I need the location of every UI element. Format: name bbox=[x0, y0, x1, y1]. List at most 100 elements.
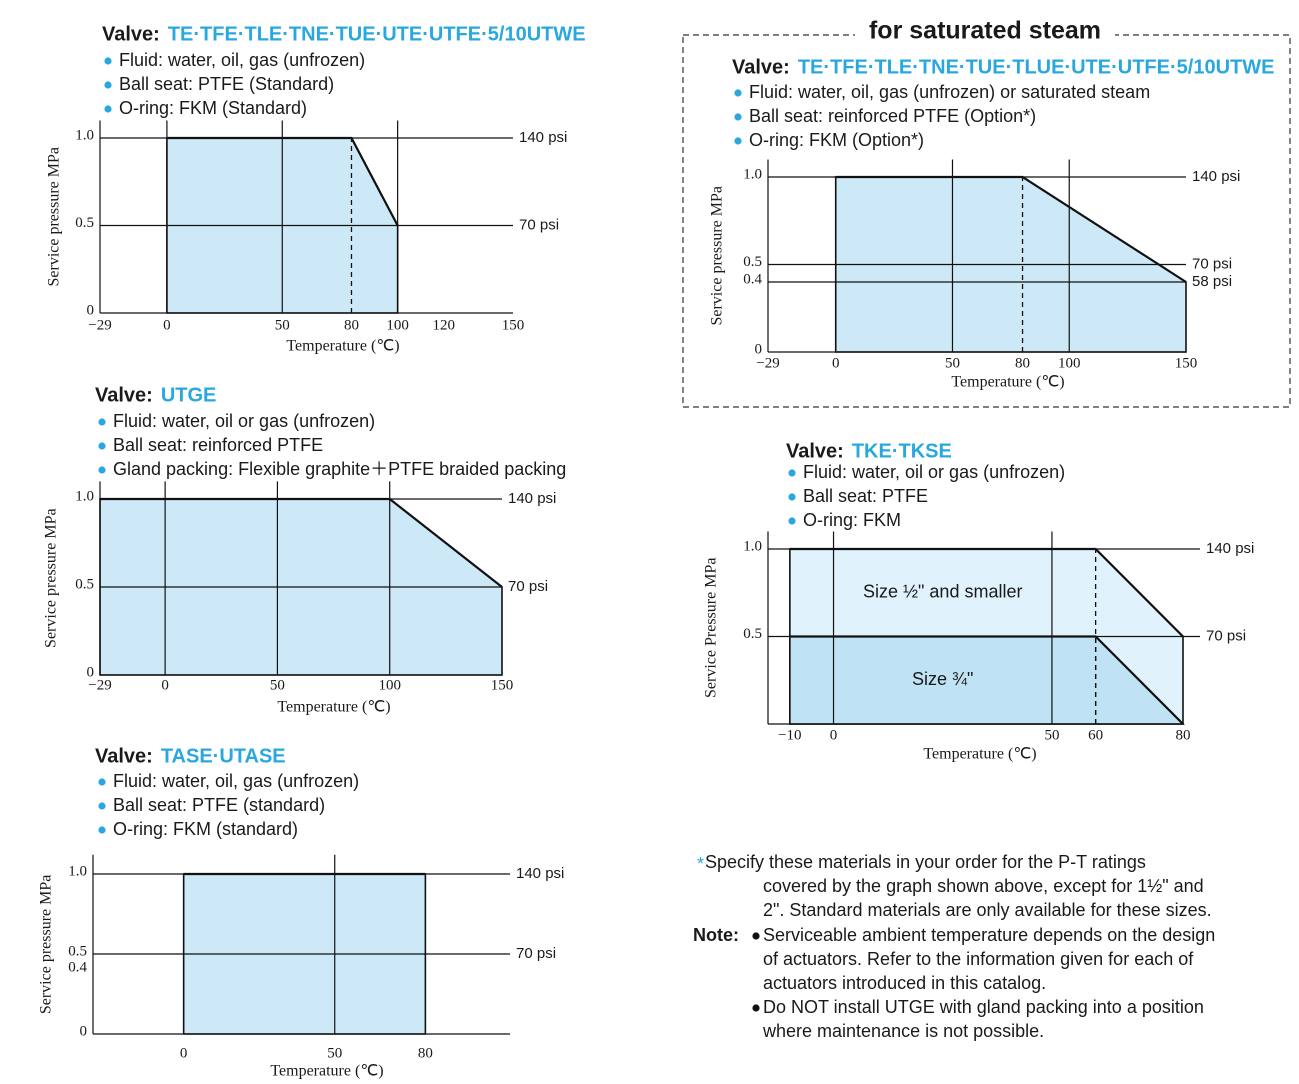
bullet-text: Fluid: water, oil or gas (unfrozen) bbox=[113, 411, 375, 431]
bullet-dot bbox=[788, 493, 796, 501]
series-label: Size ¾" bbox=[912, 669, 973, 689]
y-axis-label: Service pressure MPa bbox=[709, 186, 726, 326]
y-tick-label: 1.0 bbox=[68, 863, 87, 879]
valve-name: UTGE bbox=[161, 384, 217, 406]
x-tick-label: 50 bbox=[270, 677, 285, 693]
valve-label: Valve: bbox=[732, 56, 790, 78]
footnote-line: covered by the graph shown above, except… bbox=[763, 876, 1204, 896]
note-label: Note: bbox=[693, 925, 739, 945]
y-tick-label: 0.5 bbox=[743, 626, 762, 642]
note-line: actuators introduced in this catalog. bbox=[763, 973, 1046, 993]
bullet-text: Fluid: water, oil or gas (unfrozen) bbox=[803, 462, 1065, 482]
note-line: where maintenance is not possible. bbox=[762, 1021, 1044, 1041]
bullet-text: O-ring: FKM (Option*) bbox=[749, 130, 924, 150]
x-tick-label: 80 bbox=[418, 1045, 433, 1061]
bullet-text: Gland packing: Flexible graphite＋PTFE br… bbox=[113, 459, 566, 479]
valve-name: TE·TFE·TLE·TNE·TUE·TLUE·UTE·UTFE·5/10UTW… bbox=[798, 56, 1275, 78]
y-tick-label: 0.5 bbox=[743, 254, 762, 270]
x-tick-label: −10 bbox=[778, 727, 801, 743]
psi-label: 70 psi bbox=[1206, 627, 1246, 644]
x-tick-label: 150 bbox=[491, 677, 514, 693]
bullet-dot bbox=[98, 826, 106, 834]
psi-label: 140 psi bbox=[519, 129, 567, 146]
y-axis-label: Service pressure MPa bbox=[43, 508, 60, 648]
y-tick-label: 0.4 bbox=[68, 959, 87, 975]
psi-label: 140 psi bbox=[516, 865, 564, 882]
psi-label: 70 psi bbox=[508, 578, 548, 595]
series-label: Size ½" and smaller bbox=[863, 582, 1022, 602]
bullet-dot bbox=[734, 89, 742, 97]
bullet-text: Ball seat: PTFE bbox=[803, 486, 928, 506]
x-tick-label: 80 bbox=[344, 317, 359, 333]
x-tick-label: 0 bbox=[163, 317, 171, 333]
x-tick-label: −29 bbox=[756, 355, 779, 371]
bullet-dot bbox=[98, 778, 106, 786]
note-dot bbox=[752, 932, 760, 940]
y-tick-label: 0.5 bbox=[68, 943, 87, 959]
x-tick-label: 120 bbox=[433, 317, 456, 333]
footnote-line: Specify these materials in your order fo… bbox=[705, 852, 1146, 872]
bullet-dot bbox=[734, 113, 742, 121]
x-axis-label: Temperature (℃) bbox=[923, 746, 1036, 763]
x-tick-label: 80 bbox=[1176, 727, 1191, 743]
x-tick-label: 150 bbox=[1175, 355, 1198, 371]
x-tick-label: 100 bbox=[1058, 355, 1081, 371]
footnote-line: 2". Standard materials are only availabl… bbox=[763, 900, 1212, 920]
x-tick-label: −29 bbox=[88, 677, 111, 693]
bullet-dot bbox=[98, 466, 106, 474]
x-tick-label: 60 bbox=[1088, 727, 1103, 743]
bullet-dot bbox=[734, 137, 742, 145]
series-line bbox=[100, 497, 503, 588]
bullet-text: Ball seat: PTFE (Standard) bbox=[119, 74, 334, 94]
note-line: Do NOT install UTGE with gland packing i… bbox=[763, 997, 1204, 1017]
x-tick-label: 50 bbox=[275, 317, 290, 333]
valve-label: Valve: bbox=[786, 440, 844, 462]
valve-name: TKE·TKSE bbox=[852, 440, 952, 462]
valve-name: TASE·UTASE bbox=[161, 745, 286, 767]
x-axis-label: Temperature (℃) bbox=[277, 699, 390, 716]
psi-label: 140 psi bbox=[508, 490, 556, 507]
x-axis-label: Temperature (℃) bbox=[270, 1063, 383, 1080]
y-tick-label: 1.0 bbox=[743, 166, 762, 182]
note-dot bbox=[752, 1004, 760, 1012]
psi-label: 70 psi bbox=[1192, 255, 1232, 272]
y-tick-label: 1.0 bbox=[743, 538, 762, 554]
valve-label: Valve: bbox=[95, 745, 153, 767]
x-tick-label: 50 bbox=[327, 1045, 342, 1061]
x-tick-label: 80 bbox=[1015, 355, 1030, 371]
bullet-dot bbox=[98, 442, 106, 450]
y-tick-label: 0.5 bbox=[75, 215, 94, 231]
x-tick-label: 100 bbox=[378, 677, 401, 693]
psi-label: 140 psi bbox=[1192, 168, 1240, 185]
y-tick-label: 0.4 bbox=[743, 271, 762, 287]
psi-label: 58 psi bbox=[1192, 273, 1232, 290]
y-tick-label: 0 bbox=[87, 302, 95, 318]
bullet-text: O-ring: FKM bbox=[803, 510, 901, 530]
y-axis-label: Service pressure MPa bbox=[46, 147, 63, 287]
bullet-dot bbox=[104, 57, 112, 65]
psi-label: 70 psi bbox=[516, 945, 556, 962]
y-axis-label: Service Pressure MPa bbox=[703, 558, 720, 698]
x-tick-label: −29 bbox=[88, 317, 111, 333]
footnote-star: * bbox=[697, 854, 704, 874]
x-axis-label: Temperature (℃) bbox=[951, 374, 1064, 391]
valve-name: TE·TFE·TLE·TNE·TUE·UTE·UTFE·5/10UTWE bbox=[168, 23, 586, 45]
bullet-text: O-ring: FKM (standard) bbox=[113, 819, 298, 839]
x-tick-label: 150 bbox=[502, 317, 525, 333]
x-tick-label: 100 bbox=[386, 317, 409, 333]
box-title: for saturated steam bbox=[869, 17, 1101, 45]
bullet-text: Ball seat: PTFE (standard) bbox=[113, 795, 325, 815]
title-backdrop bbox=[854, 26, 1116, 38]
x-tick-label: 0 bbox=[830, 727, 838, 743]
bullet-dot bbox=[98, 418, 106, 426]
note-line: Serviceable ambient temperature depends … bbox=[763, 925, 1215, 945]
y-tick-label: 1.0 bbox=[75, 127, 94, 143]
x-tick-label: 0 bbox=[832, 355, 840, 371]
bullet-text: Ball seat: reinforced PTFE bbox=[113, 435, 323, 455]
y-tick-label: 0 bbox=[87, 664, 95, 680]
y-tick-label: 1.0 bbox=[75, 488, 94, 504]
bullet-dot bbox=[104, 81, 112, 89]
psi-label: 140 psi bbox=[1206, 540, 1254, 557]
y-axis-label: Service pressure MPa bbox=[38, 875, 55, 1015]
psi-label: 70 psi bbox=[519, 216, 559, 233]
